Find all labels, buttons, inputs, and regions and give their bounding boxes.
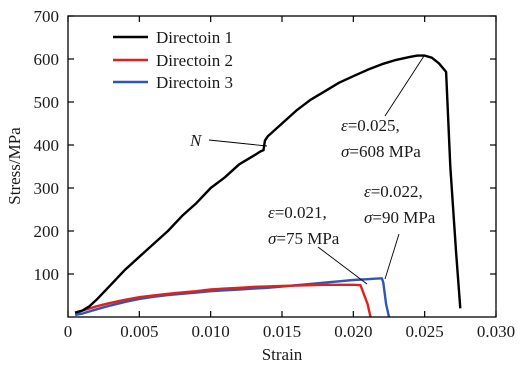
series-line-3 [74,277,391,318]
x-tick-label-3: 0.015 [263,322,301,341]
y-tick-label-3: 400 [34,136,60,155]
annotation-d3-sig-symbol: σ [364,208,373,227]
series-line-1 [74,54,462,314]
annotation-d1-eps-value: =0.025, [348,116,400,135]
annotation-d1-leader [384,55,425,117]
x-tick-label-2: 0.010 [192,322,230,341]
legend-label-2: Directoin 2 [156,51,233,70]
annotation-d2-leader [317,246,368,285]
y-tick-label-4: 500 [34,93,60,112]
series-layer [74,54,462,318]
y-tick-label-2: 300 [34,179,60,198]
annotation-d2-sig: σ=75 MPa [268,229,340,248]
annotation-d1-sig-symbol: σ [341,142,350,161]
annotation-d2-sig-value: =75 MPa [276,229,339,248]
annotation-d1-eps: ε=0.025, [341,116,400,135]
legend: Directoin 1 Directoin 2 Directoin 3 [113,28,233,92]
x-tick-label-4: 0.020 [334,322,372,341]
y-tick-label-5: 600 [34,50,60,69]
annotation-d1: ε=0.025, σ=608 MPa [341,55,425,161]
annotation-d3-leader [384,233,400,280]
legend-label-1: Directoin 1 [156,28,233,47]
plot-area: 0 0.005 0.010 0.015 0.020 0.025 0.030 100 200 300… [34,7,516,341]
annotation-d2: ε=0.021, σ=75 MPa [268,203,368,285]
annotation-d3-eps-symbol: ε [364,182,371,201]
annotation-d3-eps-value: =0.022, [371,182,423,201]
annotation-n-label: N [189,131,203,150]
annotation-n-leader [208,139,268,147]
x-tick-label-0: 0 [64,322,73,341]
tick-layer: 0 0.005 0.010 0.015 0.020 0.025 0.030 100 200 300… [34,7,516,341]
annotation-d2-eps-value: =0.021, [275,203,327,222]
annotation-d3: ε=0.022, σ=90 MPa [364,182,436,280]
y-tick-label-0: 100 [34,265,60,284]
annotation-d1-eps-symbol: ε [341,116,348,135]
annotation-d1-sig: σ=608 MPa [341,142,421,161]
x-tick-label-1: 0.005 [120,322,158,341]
annotation-d2-eps-symbol: ε [268,203,275,222]
y-tick-label-6: 700 [34,7,60,26]
y-axis-label: Stress/MPa [5,127,24,205]
annotation-d2-eps: ε=0.021, [268,203,327,222]
annotation-d1-sig-value: =608 MPa [349,142,421,161]
legend-item-3: Directoin 3 [113,73,233,92]
annotation-d3-sig-value: =90 MPa [372,208,435,227]
annotation-n: N [189,131,268,150]
annotation-d3-sig: σ=90 MPa [364,208,436,227]
legend-label-3: Directoin 3 [156,73,233,92]
annotation-d3-eps: ε=0.022, [364,182,423,201]
legend-item-1: Directoin 1 [113,28,233,47]
legend-item-2: Directoin 2 [113,51,233,70]
series-line-2 [74,283,372,318]
x-axis-label: Strain [262,345,303,364]
x-tick-label-5: 0.025 [406,322,444,341]
annotation-d2-sig-symbol: σ [268,229,277,248]
y-tick-label-1: 200 [34,222,60,241]
x-tick-label-6: 0.030 [477,322,515,341]
